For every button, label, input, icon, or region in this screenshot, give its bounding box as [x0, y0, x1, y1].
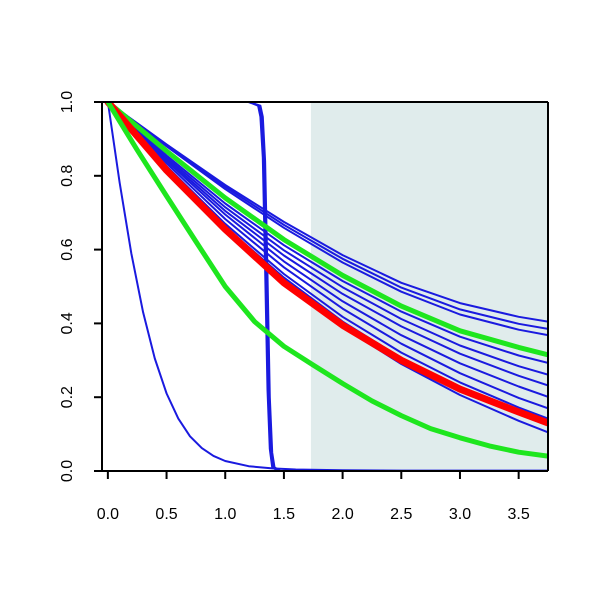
y-tick-label-5: 1.0 [59, 91, 76, 113]
x-tick-label-6: 3.0 [449, 506, 471, 523]
shaded-region-layer [310, 102, 548, 471]
x-tick-label-3: 1.5 [273, 506, 295, 523]
series-line-12 [106, 102, 548, 410]
x-tick-label-1: 0.5 [155, 506, 177, 523]
y-tick-label-3: 0.6 [59, 238, 76, 260]
x-tick-label-0: 0.0 [97, 506, 119, 523]
series-line-7 [106, 102, 548, 337]
y-tick-label-1: 0.2 [59, 386, 76, 408]
series-line-11 [106, 102, 548, 398]
series-line-18 [105, 102, 548, 459]
x-tick-label-7: 3.5 [508, 506, 530, 523]
series-line-9 [106, 102, 548, 376]
shaded-region [310, 102, 548, 471]
series-line-10 [106, 102, 548, 387]
x-tick-label-2: 1.0 [214, 506, 236, 523]
axis-layer: 0.0 0.5 1.0 1.5 2.0 2.5 3.0 3.5 0.0 0.2 0.4 0.6 0.8 1… [59, 91, 549, 523]
x-tick-label-5: 2.5 [390, 506, 412, 523]
series-line-16 [105, 102, 548, 358]
y-tick-label-2: 0.4 [59, 312, 76, 334]
series-line-17 [104, 102, 548, 427]
series-line-6 [106, 102, 548, 330]
y-tick-label-4: 0.8 [59, 165, 76, 187]
series-layer [104, 102, 548, 471]
x-tick-label-4: 2.0 [331, 506, 353, 523]
series-line-8 [106, 102, 548, 364]
y-tick-label-0: 0.0 [59, 460, 76, 482]
series-line-4 [106, 102, 548, 471]
series-line-3 [106, 102, 548, 471]
